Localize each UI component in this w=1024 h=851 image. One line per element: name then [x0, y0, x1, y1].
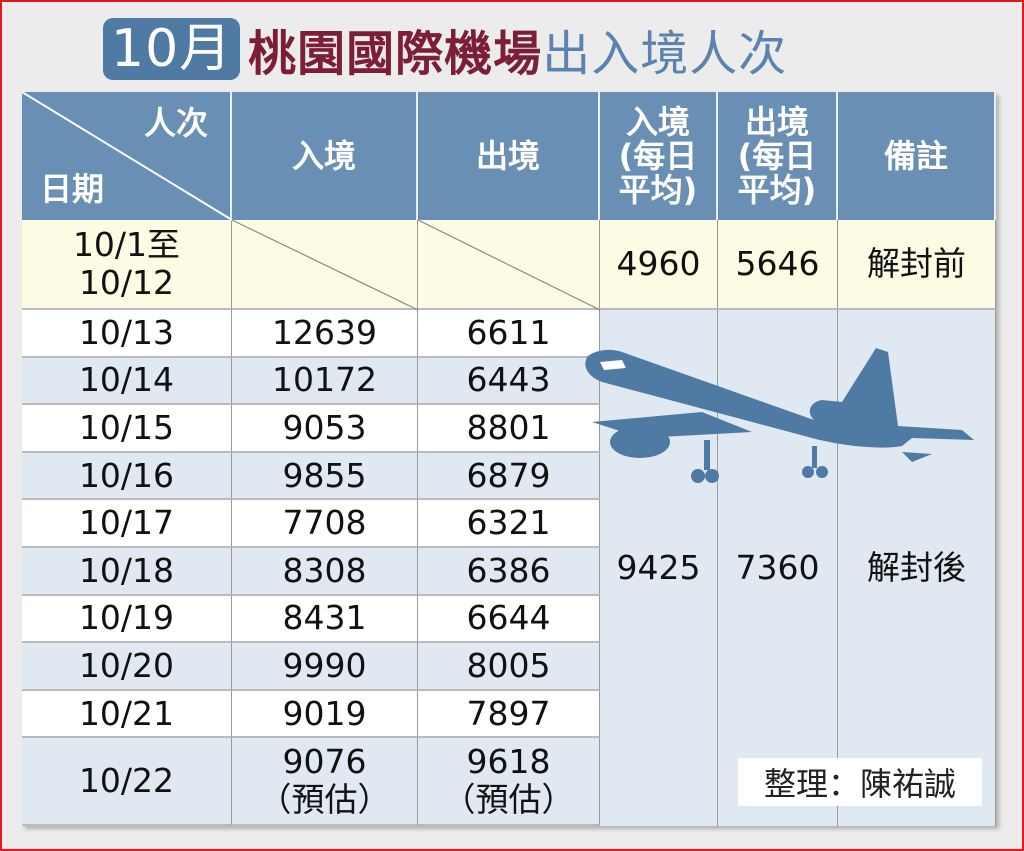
row-date-text: 10/21 — [78, 693, 175, 733]
row-date-text: 10/22 — [78, 761, 175, 801]
row-arrivals: 8431 — [232, 595, 418, 644]
row-date: 10/21 — [22, 690, 232, 739]
row-departures-text: 6386 — [466, 550, 551, 590]
row-departures-text: 6321 — [466, 503, 551, 543]
corner-header: 人次 日期 — [22, 92, 232, 220]
row-arrivals-text: 9053 — [282, 407, 367, 447]
pre-period-avg-out: 5646 — [718, 220, 838, 310]
row-date: 10/15 — [22, 405, 232, 453]
column-header-text: 入境 — [291, 137, 356, 175]
row-departures-text: 6611 — [466, 312, 551, 352]
row-date-text: 10/13 — [78, 312, 175, 352]
row-arrivals-text: 9019 — [282, 693, 367, 733]
corner-top-label: 人次 — [143, 104, 208, 142]
row-arrivals: 9990 — [232, 643, 418, 691]
title-airport: 桃園國際機場 — [248, 26, 543, 82]
row-arrivals-text: 8308 — [282, 550, 367, 590]
row-departures: 7897 — [418, 690, 600, 739]
row-departures: 6386 — [418, 548, 600, 596]
row-departures-text: 8005 — [466, 645, 551, 685]
row-arrivals: 9076 （預估） — [232, 738, 418, 826]
column-header: 備註 — [838, 92, 996, 220]
row-arrivals-text: 8431 — [282, 598, 367, 638]
pre-period-date-text: 10/1至 10/12 — [72, 225, 181, 302]
row-departures: 8005 — [418, 643, 600, 691]
row-date: 10/18 — [22, 548, 232, 596]
pre-period-avg-in-text: 4960 — [616, 244, 701, 283]
pre-period-avg-in: 4960 — [600, 220, 718, 310]
row-departures: 6644 — [418, 595, 600, 644]
row-departures-text: 6644 — [466, 598, 551, 638]
pre-period-avg-out-text: 5646 — [735, 244, 820, 283]
row-date: 10/13 — [22, 310, 232, 358]
row-departures: 8801 — [418, 405, 600, 453]
row-arrivals: 9855 — [232, 452, 418, 501]
row-date: 10/14 — [22, 357, 232, 406]
post-period-note: 解封後 — [838, 310, 996, 826]
column-header: 出境 — [418, 92, 600, 220]
page-title: 10月 桃園國際機場 出入境人次 — [103, 14, 787, 84]
row-arrivals: 9019 — [232, 690, 418, 739]
column-header-text: 入境 (每日 平均) — [618, 103, 698, 209]
pre-period-note-text: 解封前 — [867, 244, 966, 283]
row-date: 10/16 — [22, 452, 232, 501]
row-arrivals: 8308 — [232, 548, 418, 596]
corner-bottom-label: 日期 — [40, 170, 105, 208]
row-date-text: 10/14 — [78, 360, 175, 400]
column-header-text: 備註 — [883, 137, 948, 175]
row-arrivals: 7708 — [232, 500, 418, 548]
row-departures: 6611 — [418, 310, 600, 358]
data-table: 人次 日期 入境 出境 入境 (每日 平均) 出境 (每日 平均) 備註 10/1至 10/1… — [22, 92, 996, 826]
row-date-text: 10/18 — [78, 550, 175, 590]
row-arrivals-text: 9076 （預估） — [258, 742, 391, 820]
post-period-avg-in-text: 9425 — [616, 548, 701, 587]
row-date-text: 10/17 — [78, 503, 175, 543]
row-departures-text: 9618 （預估） — [442, 742, 575, 820]
row-arrivals-text: 12639 — [272, 312, 377, 352]
post-period-avg-in: 9425 — [600, 310, 718, 826]
title-subject: 出入境人次 — [542, 26, 788, 82]
row-date-text: 10/20 — [78, 645, 175, 685]
column-header: 入境 (每日 平均) — [600, 92, 718, 220]
row-departures: 6879 — [418, 452, 600, 501]
title-month: 10月 — [103, 18, 241, 80]
pre-period-in-empty — [232, 220, 418, 310]
row-arrivals-text: 9990 — [282, 645, 367, 685]
row-arrivals: 12639 — [232, 310, 418, 358]
row-date: 10/17 — [22, 500, 232, 548]
column-header: 入境 — [232, 92, 418, 220]
row-departures-text: 6443 — [466, 360, 551, 400]
column-header: 出境 (每日 平均) — [718, 92, 838, 220]
row-departures-text: 7897 — [466, 693, 551, 733]
row-arrivals-text: 9855 — [282, 455, 367, 495]
post-period-avg-out-text: 7360 — [735, 548, 820, 587]
post-period-avg-out: 7360 — [718, 310, 838, 826]
row-departures-text: 6879 — [466, 455, 551, 495]
row-date-text: 10/15 — [78, 407, 175, 447]
row-arrivals: 9053 — [232, 405, 418, 453]
post-period-note-text: 解封後 — [867, 548, 966, 587]
row-date: 10/19 — [22, 595, 232, 644]
row-date: 10/22 — [22, 738, 232, 826]
row-departures: 6443 — [418, 357, 600, 406]
row-date-text: 10/16 — [78, 455, 175, 495]
row-arrivals: 10172 — [232, 357, 418, 406]
row-departures-text: 8801 — [466, 407, 551, 447]
row-arrivals-text: 10172 — [272, 360, 377, 400]
row-date: 10/20 — [22, 643, 232, 691]
credit-label: 整理：陳祐誠 — [738, 758, 982, 806]
row-departures: 6321 — [418, 500, 600, 548]
pre-period-date: 10/1至 10/12 — [22, 220, 232, 310]
column-header-text: 出境 — [475, 137, 540, 175]
row-arrivals-text: 7708 — [282, 503, 367, 543]
pre-period-note: 解封前 — [838, 220, 996, 310]
column-header-text: 出境 (每日 平均) — [737, 103, 817, 209]
pre-period-out-empty — [418, 220, 600, 310]
row-date-text: 10/19 — [78, 598, 175, 638]
row-departures: 9618 （預估） — [418, 738, 600, 826]
